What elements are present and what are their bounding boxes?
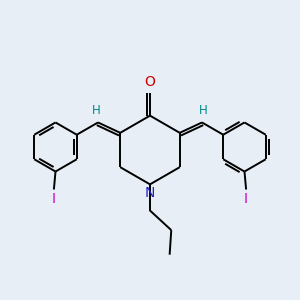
Text: I: I (52, 192, 56, 206)
Text: H: H (92, 103, 101, 117)
Text: O: O (145, 75, 155, 89)
Text: H: H (199, 103, 208, 117)
Text: I: I (244, 192, 248, 206)
Text: N: N (145, 186, 155, 200)
